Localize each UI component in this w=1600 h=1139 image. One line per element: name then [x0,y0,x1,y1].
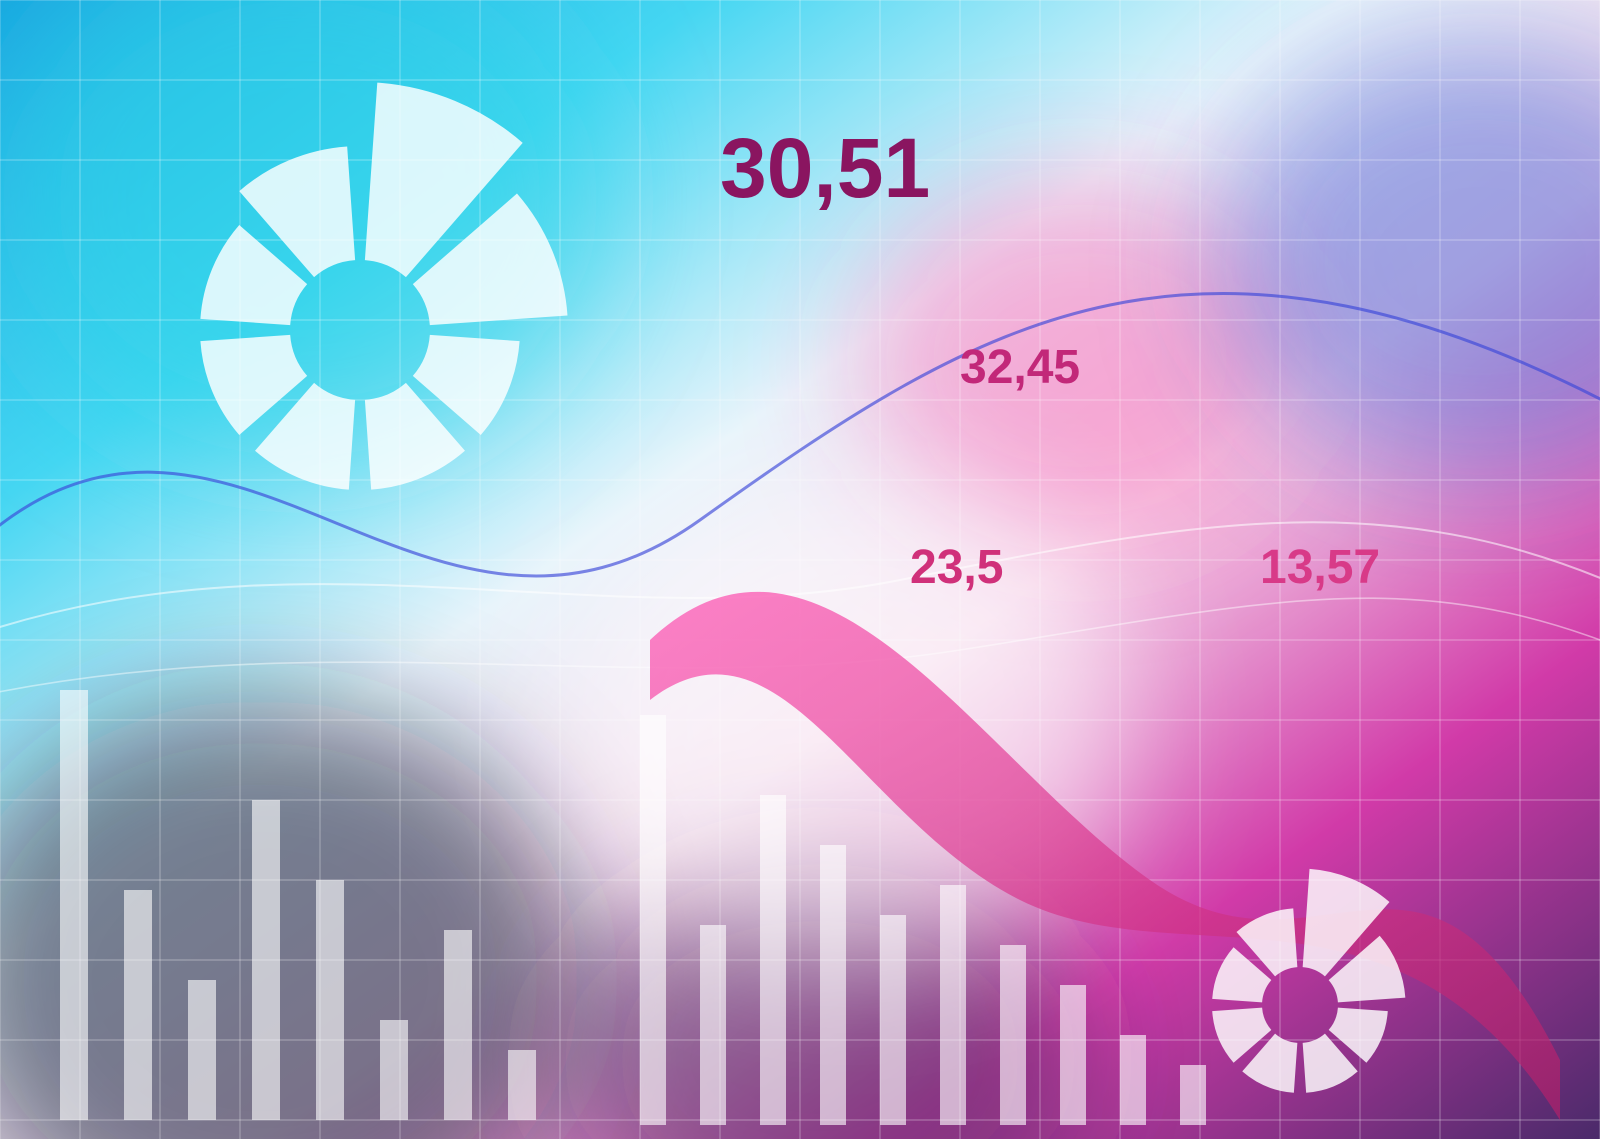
bar [252,800,280,1120]
bar [60,690,88,1120]
bar [640,715,666,1125]
bar [444,930,472,1120]
infographic-stage: 30,51 32,45 23,5 13,57 [0,0,1600,1139]
metric-b: 23,5 [910,540,1003,595]
bar [1060,985,1086,1125]
bar [820,845,846,1125]
metric-a: 32,45 [960,340,1080,395]
bar [1000,945,1026,1125]
metric-c: 13,57 [1260,540,1380,595]
bar [508,1050,536,1120]
metric-main: 30,51 [720,120,930,217]
bar [380,1020,408,1120]
bar [760,795,786,1125]
bar [1120,1035,1146,1125]
bar [124,890,152,1120]
bar [940,885,966,1125]
bar [316,880,344,1120]
bar [880,915,906,1125]
bar [188,980,216,1120]
bar [700,925,726,1125]
bar [1180,1065,1206,1125]
